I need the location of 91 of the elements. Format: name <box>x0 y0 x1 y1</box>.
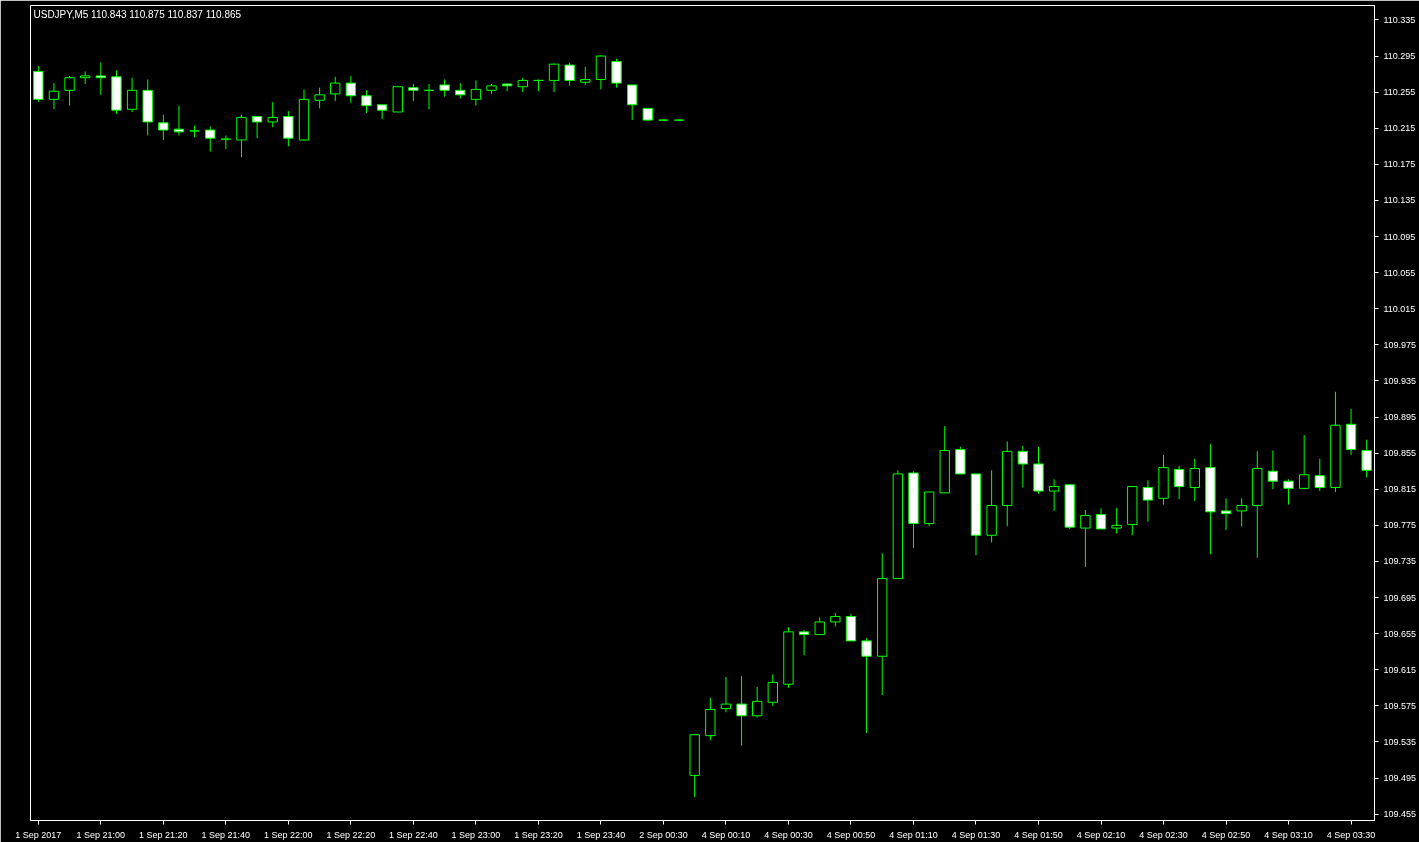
candlestick <box>861 637 872 734</box>
candlestick <box>798 629 810 656</box>
candlestick <box>1111 507 1122 534</box>
y-tick-label: 109.455 <box>1383 809 1417 820</box>
candlestick <box>205 125 216 153</box>
x-tick-label: 4 Sep 01:50 <box>1014 829 1063 840</box>
x-tick-label: 4 Sep 01:10 <box>889 829 938 840</box>
y-tick-label: 110.095 <box>1383 231 1416 242</box>
y-tick-label: 110.135 <box>1383 195 1416 206</box>
y-tick-label: 109.775 <box>1383 520 1417 531</box>
x-tick-label: 2 Sep 00:30 <box>639 829 688 840</box>
x-tick-label: 1 Sep 22:20 <box>326 829 376 840</box>
candlestick <box>1220 497 1232 531</box>
candlestick <box>626 84 638 121</box>
y-tick-label: 109.495 <box>1383 773 1417 784</box>
candlestick <box>173 105 185 136</box>
x-tick-label: 4 Sep 03:10 <box>1264 829 1313 840</box>
y-tick-label: 109.855 <box>1383 448 1417 459</box>
candlestick <box>95 61 107 96</box>
candlestick <box>345 75 357 104</box>
y-tick-label: 110.335 <box>1383 14 1416 25</box>
candlestick <box>1298 434 1310 489</box>
x-tick-label: 1 Sep 2017 <box>15 829 62 840</box>
candlestick <box>580 66 591 86</box>
candlestick <box>314 87 325 109</box>
y-tick-label: 110.015 <box>1383 303 1416 314</box>
candlestick <box>330 76 341 102</box>
x-tick-label: 4 Sep 01:30 <box>951 829 1001 840</box>
candlestick <box>611 58 622 89</box>
x-tick-label: 4 Sep 02:10 <box>1076 829 1126 840</box>
candlestick <box>126 77 138 113</box>
candlestick <box>283 110 294 147</box>
candlestick <box>236 114 247 158</box>
y-tick-label: 109.975 <box>1383 339 1417 350</box>
y-tick-label: 109.535 <box>1383 736 1417 747</box>
y-tick-label: 109.935 <box>1383 375 1417 386</box>
chart-title: USDJPY,M5 110.843 110.875 110.837 110.865 <box>33 8 242 20</box>
candlestick <box>752 686 763 719</box>
candlestick <box>376 104 388 120</box>
candlestick <box>736 675 747 747</box>
candlestick <box>1080 509 1091 568</box>
y-tick-label: 109.575 <box>1383 700 1417 711</box>
x-tick-label: 4 Sep 02:30 <box>1139 829 1188 840</box>
y-tick-label: 109.735 <box>1383 556 1417 567</box>
y-tick-label: 109.615 <box>1383 664 1417 675</box>
candlestick <box>1095 507 1107 530</box>
x-tick-label: 1 Sep 21:20 <box>139 829 188 840</box>
candlestick <box>470 79 482 107</box>
candlestick <box>1267 449 1279 490</box>
x-tick-label: 1 Sep 23:00 <box>451 829 501 840</box>
x-tick-label: 1 Sep 22:00 <box>264 829 313 840</box>
candlestick <box>1173 465 1185 500</box>
candlestick <box>1361 439 1372 479</box>
y-tick-label: 109.815 <box>1383 484 1417 495</box>
candlestick <box>423 83 435 110</box>
x-tick-label: 4 Sep 00:30 <box>764 829 813 840</box>
candlestick <box>564 61 575 87</box>
candlestick <box>1314 458 1325 492</box>
x-tick-label: 4 Sep 03:30 <box>1326 829 1376 840</box>
candlestick <box>267 101 278 128</box>
candlestick <box>1048 478 1060 512</box>
x-tick-label: 1 Sep 22:40 <box>389 829 438 840</box>
y-tick-label: 110.295 <box>1383 51 1416 62</box>
candlestick <box>767 673 779 707</box>
x-tick-label: 4 Sep 02:50 <box>1201 829 1251 840</box>
candlestick <box>548 62 560 93</box>
candlestick <box>48 82 60 110</box>
candlestick <box>361 89 372 114</box>
x-tick-label: 1 Sep 23:40 <box>576 829 626 840</box>
candlestick <box>158 114 169 141</box>
candlestick <box>251 116 263 139</box>
candlestick <box>1017 445 1029 488</box>
y-tick-label: 109.895 <box>1383 412 1417 423</box>
x-tick-label: 1 Sep 23:20 <box>514 829 563 840</box>
candlestick <box>720 676 732 713</box>
candlestick <box>1236 497 1247 527</box>
y-tick-label: 109.695 <box>1383 592 1417 603</box>
candlestick <box>595 54 607 90</box>
candlestick <box>1142 479 1154 523</box>
y-tick-label: 110.215 <box>1383 123 1416 134</box>
candlestick <box>64 75 75 107</box>
x-tick-label: 1 Sep 21:00 <box>76 829 126 840</box>
x-tick-label: 1 Sep 21:40 <box>201 829 251 840</box>
candlestick <box>1189 458 1200 502</box>
candlestick <box>1283 478 1294 506</box>
x-tick-label: 4 Sep 00:10 <box>701 829 751 840</box>
x-tick-label: 4 Sep 00:50 <box>826 829 876 840</box>
y-tick-label: 109.655 <box>1383 628 1417 639</box>
y-tick-label: 110.255 <box>1383 87 1416 98</box>
y-tick-label: 110.055 <box>1383 267 1416 278</box>
y-tick-label: 110.175 <box>1383 159 1416 170</box>
